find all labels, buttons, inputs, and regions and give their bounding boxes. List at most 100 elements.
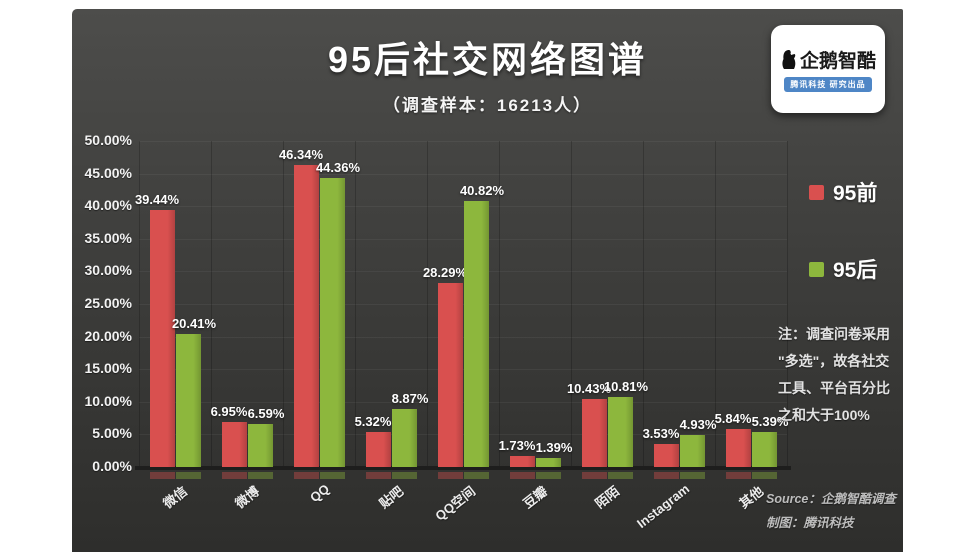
bar-reflection (175, 472, 201, 479)
gridline (139, 434, 787, 436)
bar-reflection (751, 472, 777, 479)
page-subtitle: （调查样本：16213人） (382, 96, 593, 115)
bar-reflection (149, 472, 175, 479)
gridline (139, 271, 787, 273)
gridline (139, 238, 787, 240)
y-tick-label: 5.00% (92, 425, 132, 442)
gridline-vertical (715, 141, 716, 467)
bar-95后-微信 (175, 333, 201, 467)
bar-value-label: 44.36% (315, 159, 361, 175)
bar-95前-微信 (149, 209, 175, 467)
bar-value-label: 20.41% (171, 315, 217, 331)
note-line: 工具、平台百分比 (778, 380, 890, 396)
bar-value-label: 1.73% (498, 437, 536, 453)
bar-reflection (221, 472, 247, 479)
infographic-panel: 95后社交网络图谱 （调查样本：16213人） 企鹅智酷 腾讯科技 研究出品 3… (72, 9, 903, 552)
gridline-vertical (355, 141, 356, 467)
bar-reflection (247, 472, 273, 479)
bar-reflection (319, 472, 345, 479)
gridline-vertical (211, 141, 212, 467)
legend-label: 95后 (833, 259, 878, 282)
bar-value-label: 39.44% (134, 191, 180, 207)
note: 注：调查问卷采用 "多选"，故各社交 工具、平台百分比 之和大于100% (778, 321, 910, 429)
bar-reflection (391, 472, 417, 479)
bar-95后-QQ (319, 177, 345, 467)
y-tick-label: 45.00% (84, 164, 132, 181)
bar-value-label: 6.95% (210, 403, 248, 419)
bar-reflection (535, 472, 561, 479)
bar-95后-微博 (247, 424, 273, 467)
bar-95后-QQ空间 (463, 200, 489, 467)
bar-reflection (653, 472, 679, 479)
y-tick-label: 15.00% (84, 360, 132, 377)
legend-item-95前: 95前 (809, 177, 877, 207)
bar-value-label: 46.34% (278, 146, 324, 162)
bar-value-label: 10.43% (566, 381, 612, 396)
bar-value-label: 5.84% (714, 410, 752, 426)
logo: 企鹅智酷 腾讯科技 研究出品 (771, 25, 885, 113)
bar-reflection (679, 472, 705, 479)
bar-95后-豆瓣 (535, 457, 561, 467)
gridline-vertical (643, 141, 644, 467)
gridline-vertical (787, 141, 788, 467)
bar-value-label: 3.53% (642, 426, 680, 441)
bar-95后-陌陌 (607, 396, 633, 467)
bar-95前-其他 (725, 428, 751, 467)
bar-95前-陌陌 (581, 399, 607, 467)
gridline (139, 206, 787, 208)
bar-95前-QQ (293, 164, 319, 467)
bar-value-label: 40.82% (459, 182, 505, 198)
bar-reflection (365, 472, 391, 479)
logo-row: 企鹅智酷 (780, 46, 876, 73)
gridline-vertical (571, 141, 572, 467)
bar-95前-豆瓣 (509, 455, 535, 467)
bar-value-label: 4.93% (679, 416, 717, 432)
bar-value-label: 28.29% (422, 264, 468, 280)
bar-value-label: 5.39% (751, 413, 789, 429)
gridline (139, 336, 787, 338)
y-tick-label: 25.00% (84, 295, 132, 311)
gridline (139, 401, 787, 403)
gridline (139, 141, 787, 142)
bar-value-label: 1.39% (535, 439, 573, 455)
gridline-vertical (427, 141, 428, 467)
y-tick-label: 0.00% (92, 458, 132, 474)
bar-95前-贴吧 (365, 432, 391, 467)
bar-value-label: 6.59% (247, 406, 285, 422)
bar-reflection (607, 472, 633, 479)
source: Source：企鹅智酷调查 制图：腾讯科技 (766, 487, 906, 535)
bar-chart-plot: 39.44% 20.41% 微信 6.95% 6.59% 微博 46.34% 44.36% QQ… (135, 141, 791, 531)
gridline (139, 369, 787, 371)
note-line: "多选"，故各社交 (778, 353, 890, 369)
bar-value-label: 8.87% (391, 391, 429, 407)
source-line: Source：企鹅智酷调查 (766, 492, 896, 506)
bar-reflection (581, 472, 607, 479)
bar-value-label: 10.81% (603, 378, 649, 394)
bar-95前-微博 (221, 421, 247, 467)
bar-reflection (509, 472, 535, 479)
bar-reflection (293, 472, 319, 479)
x-axis-line (135, 466, 791, 470)
gridline-vertical (283, 141, 284, 467)
gridline (139, 304, 787, 305)
logo-tagline: 腾讯科技 研究出品 (784, 77, 872, 92)
note-line: 注：调查问卷采用 (778, 326, 890, 342)
gridline-vertical (499, 141, 500, 467)
y-tick-label: 35.00% (84, 229, 132, 246)
legend-swatch (809, 261, 824, 277)
bar-95后-其他 (751, 431, 777, 467)
source-line: 制图：腾讯科技 (766, 516, 854, 530)
bar-95后-贴吧 (391, 409, 417, 467)
note-line: 之和大于100% (778, 407, 870, 423)
bar-reflection (437, 472, 463, 479)
bar-95前-QQ空间 (437, 282, 463, 467)
bar-reflection (463, 472, 489, 479)
y-tick-label: 10.00% (84, 392, 132, 409)
bar-value-label: 5.32% (354, 414, 392, 430)
gridline-vertical (139, 141, 140, 467)
page-title: 95后社交网络图谱 (327, 39, 648, 80)
bar-95前-Instagram (653, 444, 679, 467)
legend-label: 95前 (833, 182, 878, 205)
y-tick-label: 20.00% (84, 327, 132, 344)
gridline (139, 173, 787, 175)
